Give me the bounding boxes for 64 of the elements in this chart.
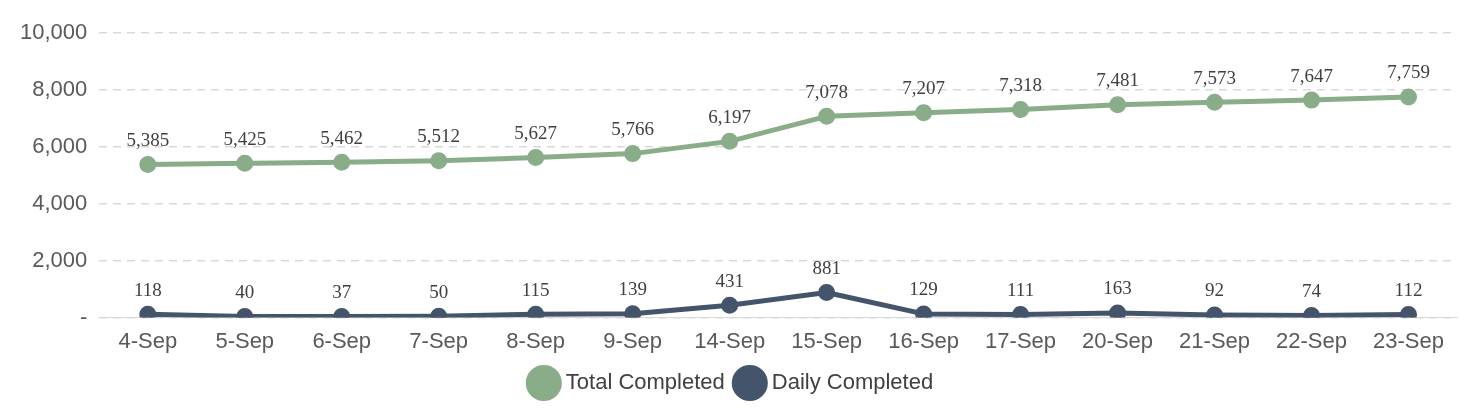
data-label: 37: [332, 281, 352, 303]
data-label: 7,207: [902, 77, 945, 99]
point: [236, 154, 254, 172]
point: [624, 145, 642, 163]
y-tick-label: 8,000: [32, 76, 88, 102]
data-label: 7,573: [1193, 66, 1236, 88]
x-tick-label: 15-Sep: [791, 327, 863, 353]
point: [1012, 100, 1030, 118]
x-tick-label: 5-Sep: [215, 327, 275, 353]
point: [1303, 91, 1321, 109]
x-tick-label: 21-Sep: [1179, 327, 1251, 353]
x-tick-label: 7-Sep: [409, 327, 469, 353]
data-label: 7,078: [805, 80, 849, 102]
data-label: 163: [1103, 277, 1132, 299]
y-tick-label: 6,000: [32, 133, 88, 159]
data-label: 5,766: [611, 118, 655, 140]
point: [1206, 93, 1224, 111]
data-label: 7,759: [1387, 61, 1430, 83]
point: [527, 149, 545, 167]
data-label: 139: [618, 278, 647, 300]
point: [721, 132, 739, 150]
data-label: 111: [1007, 278, 1035, 300]
data-label: 118: [133, 278, 162, 300]
legend-label: Daily Completed: [771, 369, 934, 395]
data-label: 92: [1205, 279, 1225, 301]
x-tick-label: 8-Sep: [506, 327, 566, 353]
data-label: 6,197: [708, 105, 752, 127]
legend-label: Total Completed: [565, 369, 725, 395]
y-tick-label: 4,000: [32, 189, 88, 215]
data-label: 40: [235, 280, 255, 302]
data-label: 431: [715, 269, 744, 291]
point: [333, 153, 351, 171]
x-tick-label: 22-Sep: [1276, 327, 1348, 353]
x-tick-label: 23-Sep: [1373, 327, 1444, 353]
data-label: 7,647: [1290, 64, 1333, 86]
x-tick-label: 17-Sep: [985, 327, 1057, 353]
data-label: 5,462: [320, 126, 364, 148]
x-tick-label: 9-Sep: [603, 327, 663, 353]
data-label: 5,627: [514, 122, 558, 144]
data-label: 881: [812, 257, 841, 279]
point: [1400, 88, 1418, 106]
x-tick-label: 20-Sep: [1082, 327, 1154, 353]
x-tick-label: 6-Sep: [312, 327, 372, 353]
data-label: 112: [1394, 278, 1423, 300]
data-label: 5,425: [223, 127, 267, 149]
data-label: 5,385: [126, 128, 170, 150]
point: [139, 155, 157, 173]
x-tick-label: 14-Sep: [694, 327, 766, 353]
x-tick-label: 16-Sep: [888, 327, 960, 353]
data-label: 74: [1302, 279, 1322, 301]
point: [915, 104, 933, 122]
data-label: 50: [429, 280, 449, 302]
y-tick-label: 2,000: [32, 246, 88, 272]
data-label: 7,481: [1096, 69, 1139, 91]
y-tick-label: -: [79, 303, 88, 329]
y-tick-label: 10,000: [19, 19, 88, 45]
point: [1109, 96, 1127, 114]
x-tick-label: 4-Sep: [118, 327, 178, 353]
point: [430, 152, 448, 170]
data-label: 7,318: [999, 73, 1042, 95]
data-label: 129: [909, 278, 938, 300]
point: [818, 107, 836, 125]
data-label: 115: [521, 278, 550, 300]
data-label: 5,512: [417, 125, 461, 147]
